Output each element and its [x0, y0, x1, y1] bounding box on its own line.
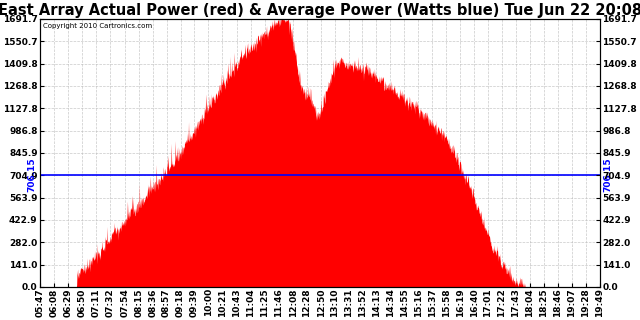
- Text: 706.15: 706.15: [604, 158, 612, 192]
- Title: East Array Actual Power (red) & Average Power (Watts blue) Tue Jun 22 20:08: East Array Actual Power (red) & Average …: [0, 3, 640, 18]
- Text: 706.15: 706.15: [28, 158, 36, 192]
- Text: Copyright 2010 Cartronics.com: Copyright 2010 Cartronics.com: [44, 23, 152, 29]
